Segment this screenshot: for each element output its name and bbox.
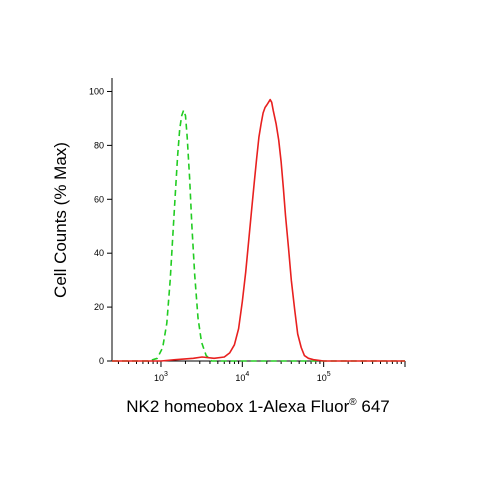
plot-frame [111, 78, 405, 362]
y-tick-label: 0 [99, 356, 104, 366]
x-tick-base: 10 [235, 373, 245, 383]
control-histogram-dashed [112, 109, 405, 362]
y-tick-label: 80 [94, 140, 104, 150]
x-tick-label: 104 [235, 371, 249, 383]
x-axis-title-main: NK2 homeobox 1-Alexa Fluor [126, 397, 349, 416]
y-tick-label: 20 [94, 302, 104, 312]
y-axis-title: Cell Counts (% Max) [51, 142, 70, 298]
x-tick-label: 103 [154, 371, 168, 383]
x-axis-ticks: 103 104 105 [117, 361, 406, 383]
series-layer [112, 98, 405, 362]
x-axis-title-tail: 647 [357, 397, 390, 416]
x-tick-exponent: 5 [327, 371, 331, 378]
y-axis-ticks: 0 20 40 60 80 100 [89, 86, 112, 366]
x-tick-base: 10 [317, 373, 327, 383]
x-axis-title: NK2 homeobox 1-Alexa Fluor® 647 [126, 397, 389, 416]
x-axis-title-registered-mark: ® [349, 397, 357, 408]
y-tick-label: 100 [89, 86, 104, 96]
y-tick-label: 60 [94, 194, 104, 204]
x-tick-label: 105 [317, 371, 331, 383]
x-tick-base: 10 [154, 373, 164, 383]
y-tick-label: 40 [94, 248, 104, 258]
x-tick-exponent: 4 [245, 371, 249, 378]
x-tick-exponent: 3 [164, 371, 168, 378]
sample-histogram-solid [112, 98, 405, 362]
